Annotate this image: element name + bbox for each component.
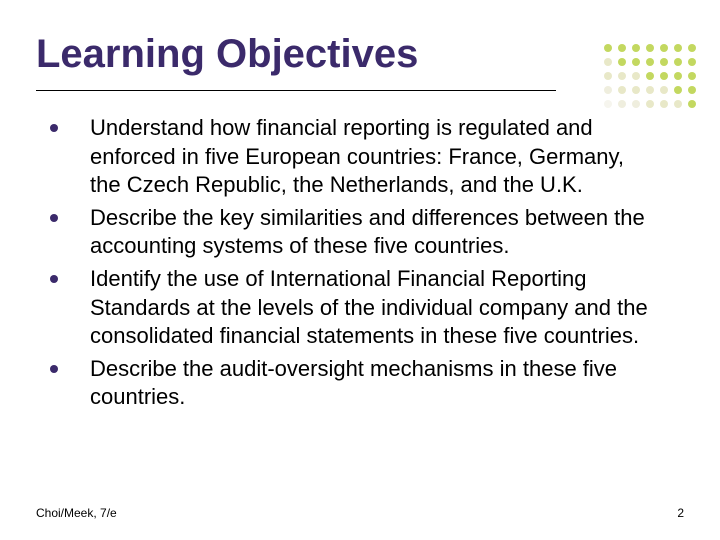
bullet-text: Identify the use of International Financ… [90,265,660,351]
dot-row [604,100,696,108]
list-item: Understand how financial reporting is re… [50,114,660,200]
bullet-text: Describe the audit-oversight mechanisms … [90,355,660,412]
dot-icon [618,86,626,94]
decorative-dot-grid [604,44,696,114]
dot-icon [632,100,640,108]
dot-icon [688,86,696,94]
dot-icon [604,100,612,108]
bullet-text: Understand how financial reporting is re… [90,114,660,200]
list-item: Describe the key similarities and differ… [50,204,660,261]
dot-icon [632,86,640,94]
bullet-list: Understand how financial reporting is re… [50,114,660,416]
dot-icon [604,44,612,52]
dot-icon [618,44,626,52]
dot-icon [674,86,682,94]
dot-icon [646,44,654,52]
dot-icon [674,58,682,66]
dot-icon [660,86,668,94]
dot-row [604,72,696,80]
dot-icon [660,44,668,52]
dot-icon [646,58,654,66]
page-number: 2 [677,506,684,520]
dot-icon [604,86,612,94]
dot-icon [604,72,612,80]
dot-row [604,58,696,66]
bullet-icon [50,124,58,132]
dot-row [604,44,696,52]
dot-icon [646,86,654,94]
dot-icon [688,58,696,66]
dot-icon [674,100,682,108]
bullet-text: Describe the key similarities and differ… [90,204,660,261]
slide: Learning Objectives Understand how finan… [0,0,720,540]
dot-icon [632,58,640,66]
dot-icon [618,58,626,66]
bullet-icon [50,365,58,373]
dot-icon [688,72,696,80]
slide-title: Learning Objectives [36,32,418,77]
list-item: Identify the use of International Financ… [50,265,660,351]
footer-left: Choi/Meek, 7/e [36,506,117,520]
dot-icon [646,72,654,80]
bullet-icon [50,214,58,222]
dot-icon [632,44,640,52]
dot-icon [674,72,682,80]
dot-icon [660,100,668,108]
dot-icon [660,58,668,66]
dot-icon [688,44,696,52]
dot-icon [674,44,682,52]
dot-icon [632,72,640,80]
list-item: Describe the audit-oversight mechanisms … [50,355,660,412]
dot-icon [660,72,668,80]
dot-icon [618,72,626,80]
dot-icon [688,100,696,108]
bullet-icon [50,275,58,283]
title-underline [36,90,556,91]
dot-icon [618,100,626,108]
dot-icon [646,100,654,108]
dot-icon [604,58,612,66]
dot-row [604,86,696,94]
